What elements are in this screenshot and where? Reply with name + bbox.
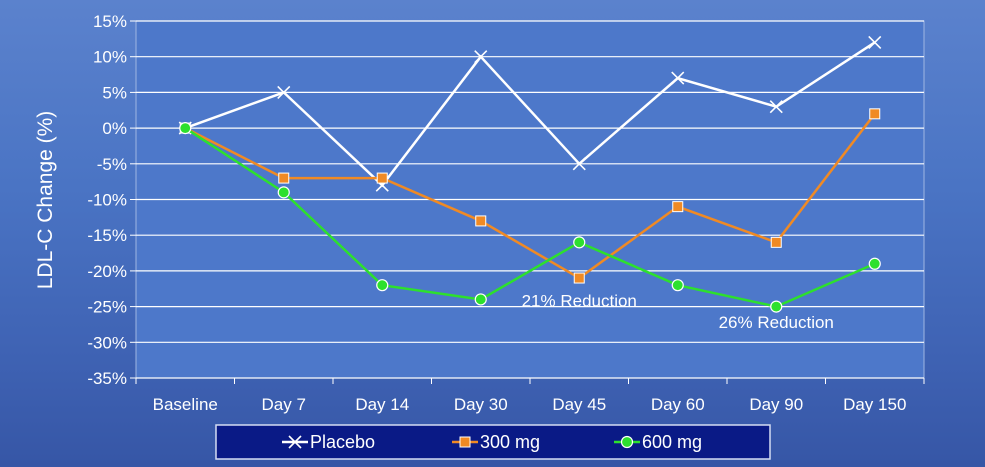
annotation-label: 21% Reduction	[522, 292, 637, 311]
data-point-600-mg	[474, 293, 487, 306]
data-point-placebo	[671, 71, 685, 85]
x-tick-label: Day 30	[454, 395, 508, 414]
data-point-600-mg	[277, 186, 290, 199]
series-line-placebo	[184, 41, 876, 188]
y-axis-ticks: 15% 10% 5% 0% -5% -10% -15% -20% -25% -30% -35%	[87, 12, 136, 388]
data-point-300-mg	[278, 172, 290, 184]
annotations: 21% Reduction 26% Reduction	[522, 292, 834, 332]
x-tick-label: Day 7	[262, 395, 306, 414]
y-tick-label: 15%	[93, 12, 127, 31]
data-point-300-mg	[475, 215, 487, 227]
y-tick-label: -35%	[87, 369, 127, 388]
x-tick-label: Day 90	[749, 395, 803, 414]
legend-item-600-mg: 600 mg	[614, 432, 702, 452]
data-point-placebo	[868, 35, 882, 49]
y-tick-label: -5%	[97, 155, 127, 174]
annotation-label: 26% Reduction	[719, 313, 834, 332]
series-600-mg	[179, 122, 881, 313]
series-group	[178, 35, 882, 313]
data-point-600-mg	[770, 300, 783, 313]
gridlines	[136, 20, 924, 379]
y-tick-label: -15%	[87, 226, 127, 245]
data-point-300-mg	[869, 108, 881, 120]
data-point-placebo	[572, 157, 586, 171]
legend-marker	[459, 436, 471, 448]
data-point-600-mg	[868, 257, 881, 270]
y-tick-label: -30%	[87, 333, 127, 352]
x-tick-label: Day 150	[843, 395, 906, 414]
legend-label: 600 mg	[642, 432, 702, 452]
legend-item-placebo: Placebo	[282, 432, 375, 452]
legend-item-300-mg: 300 mg	[452, 432, 540, 452]
data-point-300-mg	[672, 201, 684, 213]
x-tick-label: Day 14	[355, 395, 409, 414]
legend-label: 300 mg	[480, 432, 540, 452]
legend-label: Placebo	[310, 432, 375, 452]
data-point-600-mg	[573, 236, 586, 249]
y-tick-label: 0%	[102, 119, 127, 138]
series-line-600-mg	[184, 127, 876, 308]
data-point-300-mg	[573, 272, 585, 284]
x-tick-label: Day 60	[651, 395, 705, 414]
data-point-placebo	[277, 85, 291, 99]
data-point-placebo	[474, 50, 488, 64]
data-point-600-mg	[376, 279, 389, 292]
legend-box	[215, 424, 771, 460]
y-tick-label: 5%	[102, 83, 127, 102]
series-line-300-mg	[184, 113, 876, 280]
x-tick-label: Baseline	[153, 395, 218, 414]
y-tick-label: -10%	[87, 191, 127, 210]
x-tick-label: Day 45	[552, 395, 606, 414]
data-point-600-mg	[179, 122, 192, 135]
legend-marker	[620, 435, 634, 449]
data-point-placebo	[769, 100, 783, 114]
y-axis-label: LDL-C Change (%)	[34, 111, 57, 290]
data-point-600-mg	[671, 279, 684, 292]
y-tick-label: 10%	[93, 48, 127, 67]
y-tick-label: -25%	[87, 298, 127, 317]
data-point-300-mg	[770, 236, 782, 248]
x-axis-ticks: Baseline Day 7 Day 14 Day 30 Day 45 Day 60 Day…	[135, 378, 925, 414]
data-point-300-mg	[376, 172, 388, 184]
y-tick-label: -20%	[87, 262, 127, 281]
legend-marker	[288, 435, 302, 449]
legend: Placebo 300 mg 600 mg	[215, 424, 771, 460]
